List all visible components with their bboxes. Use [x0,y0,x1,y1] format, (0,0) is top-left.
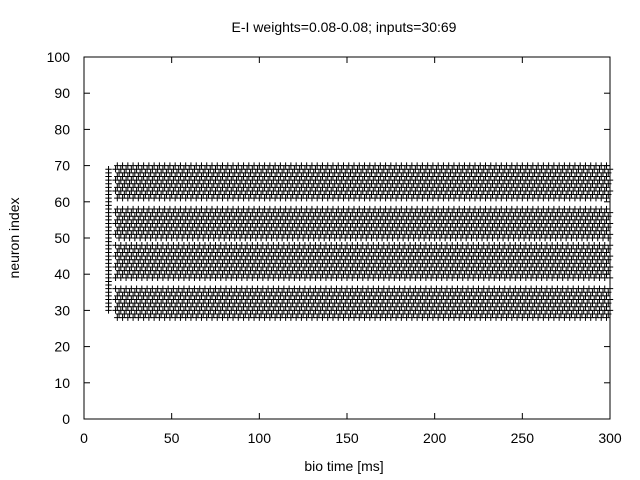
y-tick-label: 70 [54,158,70,174]
plot-frame [83,56,611,420]
y-tick-label: 0 [62,411,70,427]
x-tick-label: 300 [598,430,622,446]
y-axis-label: neuron index [6,198,22,279]
y-tick-label: 10 [54,375,70,391]
y-tick-label: 80 [54,121,70,137]
y-tick-label: 40 [54,266,70,282]
spike-mark [105,166,112,173]
y-tick-label: 60 [54,194,70,210]
spike-mark [603,216,610,224]
y-tick-label: 90 [54,85,70,101]
x-tick-label: 50 [164,430,180,446]
x-tick-label: 100 [248,430,272,446]
x-axis-label: bio time [ms] [304,458,383,474]
spike-mark [603,205,610,213]
chart-title: E-I weights=0.08-0.08; inputs=30:69 [232,19,457,35]
y-tick-label: 100 [47,49,71,65]
spike-mark [603,173,610,180]
spike-marks [105,162,614,321]
spike-mark [603,292,610,300]
x-tick-label: 0 [80,430,88,446]
y-tick-label: 50 [54,230,70,246]
y-tick-label: 30 [54,302,70,318]
spike-mark [603,260,610,267]
axis-ticks: 0 50 100 150 200 250 300 0 10 20 30 40 50 60 70 80 90 100 [47,49,622,446]
spike-mark [603,194,610,202]
spike-mark [603,227,610,234]
x-tick-label: 200 [423,430,447,446]
spike-mark [603,184,610,191]
x-tick-label: 150 [335,430,359,446]
x-tick-label: 250 [511,430,535,446]
spike-mark [603,249,610,256]
spike-mark [603,303,610,310]
y-tick-label: 20 [54,339,70,355]
spike-mark [603,314,610,321]
